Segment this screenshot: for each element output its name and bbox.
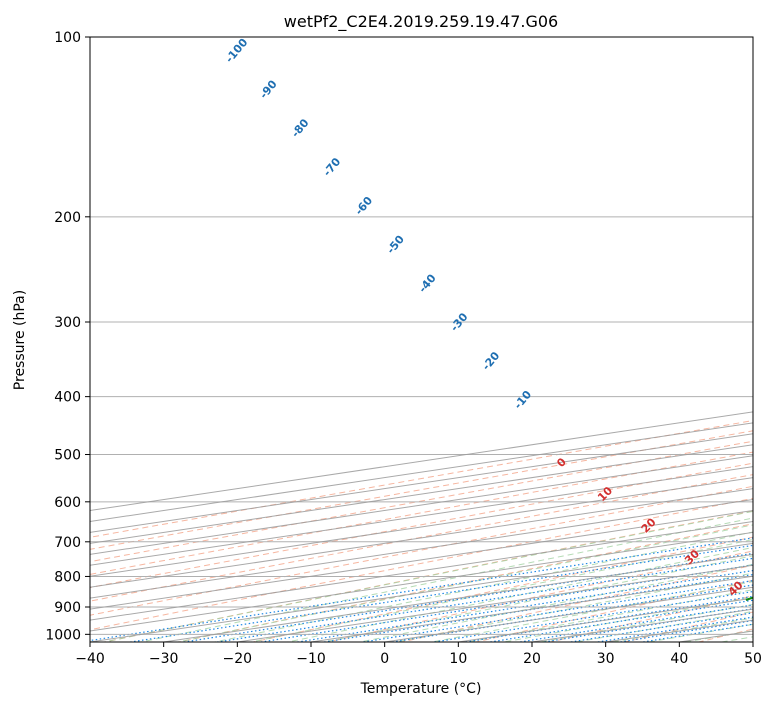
x-tick-label: 0 [380, 651, 389, 667]
isotherm-gridline [90, 488, 753, 588]
moist-adiabat-line [429, 581, 753, 642]
x-tick-label: 10 [449, 651, 467, 667]
moist-adiabat-line [285, 546, 753, 642]
moist-adiabat-line [393, 572, 753, 642]
y-tick-label: 300 [54, 315, 81, 331]
x-tick-label: 20 [523, 651, 541, 667]
dry-adiabat-line [90, 430, 753, 550]
y-tick-label: 800 [54, 569, 81, 585]
dry-adiabat-line [473, 579, 753, 642]
y-tick-label: 600 [54, 495, 81, 511]
isotherm-gridline [90, 466, 753, 566]
mixing-ratio-line [90, 537, 753, 642]
mixing-ratio-line [516, 604, 753, 642]
y-tick-label: 200 [54, 210, 81, 226]
x-tick-label: −10 [296, 651, 326, 667]
moist-adiabat-line [765, 37, 775, 647]
isotherm-gridline [90, 499, 753, 599]
y-tick-label: 500 [54, 448, 81, 464]
dry-adiabat-line [90, 497, 753, 631]
moist-adiabat-line [138, 517, 753, 642]
isotherm-gridline [752, 641, 753, 642]
plot-background [90, 37, 753, 642]
dry-adiabat-line [90, 440, 753, 563]
y-axis-label: Pressure (hPa) [12, 290, 28, 390]
y-tick-label: 700 [54, 535, 81, 551]
dry-adiabat-line [753, 37, 775, 647]
dry-adiabat-line [250, 536, 753, 642]
dry-adiabat-line [90, 420, 753, 538]
isotherm-gridline [90, 509, 753, 610]
x-tick-label: −20 [223, 651, 253, 667]
isotherm-gridline [90, 477, 753, 577]
isotherm-gridline [90, 455, 753, 555]
chart-title: wetPf2_C2E4.2019.259.19.47.G06 [284, 12, 558, 32]
x-tick-label: 40 [670, 651, 688, 667]
isotherm-gridline [90, 531, 753, 632]
plot-frame [89, 36, 754, 643]
x-tick-label: 30 [597, 651, 615, 667]
mixing-ratio-line [486, 599, 753, 642]
mixing-ratio-line [126, 544, 753, 642]
y-tick-label: 1000 [45, 627, 81, 643]
mixing-ratio-line [213, 557, 753, 642]
x-axis-label: Temperature (°C) [360, 681, 482, 697]
x-tick-label: 50 [744, 651, 762, 667]
dry-adiabat-line [90, 485, 753, 616]
moist-adiabat-line [357, 563, 753, 642]
y-tick-label: 900 [54, 600, 81, 616]
mixing-ratio-line [430, 590, 753, 642]
y-tick-label: 100 [54, 30, 81, 46]
moist-adiabat-line [248, 538, 753, 642]
moist-adiabat-line [175, 524, 753, 642]
x-tick-label: −40 [75, 651, 105, 667]
x-tick-label: −30 [149, 651, 179, 667]
y-tick-label: 400 [54, 390, 81, 406]
isotherm-gridline [90, 520, 753, 621]
isotherm-gridline [90, 444, 753, 544]
